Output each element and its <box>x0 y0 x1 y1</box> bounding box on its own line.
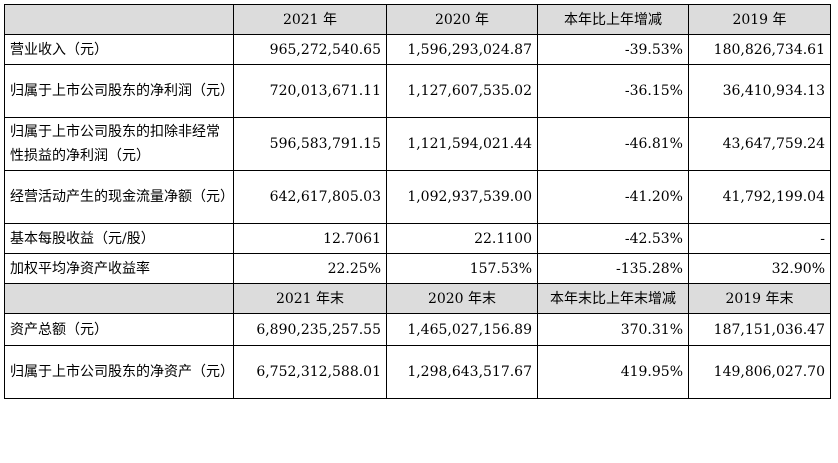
value-cell: 32.90% <box>688 253 831 284</box>
table-row: 经营活动产生的现金流量净额（元） 642,617,805.03 1,092,93… <box>4 170 831 224</box>
table-row: 营业收入（元） 965,272,540.65 1,596,293,024.87 … <box>4 34 831 65</box>
value-cell: 180,826,734.61 <box>688 34 831 65</box>
value-cell: 720,013,671.11 <box>233 64 387 118</box>
header-cell-2019-end: 2019 年末 <box>688 283 831 314</box>
header-cell-change: 本年比上年增减 <box>537 4 689 35</box>
value-cell: 41,792,199.04 <box>688 170 831 224</box>
value-cell: 965,272,540.65 <box>233 34 387 65</box>
value-cell: - <box>688 223 831 254</box>
value-cell: -135.28% <box>537 253 689 284</box>
value-cell: 1,092,937,539.00 <box>386 170 538 224</box>
value-cell: 6,752,312,588.01 <box>233 345 387 399</box>
value-cell: -36.15% <box>537 64 689 118</box>
value-cell: 642,617,805.03 <box>233 170 387 224</box>
table-row: 归属于上市公司股东的扣除非经常性损益的净利润（元） 596,583,791.15… <box>4 117 831 171</box>
header-cell-2019: 2019 年 <box>688 4 831 35</box>
value-cell: 157.53% <box>386 253 538 284</box>
value-cell: 43,647,759.24 <box>688 117 831 171</box>
row-label: 加权平均净资产收益率 <box>4 253 234 284</box>
header-cell-2020-end: 2020 年末 <box>386 283 538 314</box>
row-label: 归属于上市公司股东的净资产（元） <box>4 345 234 399</box>
header-cell-label <box>4 4 234 35</box>
value-cell: 419.95% <box>537 345 689 399</box>
table-row: 基本每股收益（元/股） 12.7061 22.1100 -42.53% - <box>4 223 831 254</box>
value-cell: 36,410,934.13 <box>688 64 831 118</box>
header-cell-change-end: 本年末比上年末增减 <box>537 283 689 314</box>
value-cell: 1,298,643,517.67 <box>386 345 538 399</box>
value-cell: -42.53% <box>537 223 689 254</box>
row-label: 营业收入（元） <box>4 34 234 65</box>
row-label: 基本每股收益（元/股） <box>4 223 234 254</box>
value-cell: 187,151,036.47 <box>688 313 831 346</box>
value-cell: 1,596,293,024.87 <box>386 34 538 65</box>
value-cell: -41.20% <box>537 170 689 224</box>
table-row: 资产总额（元） 6,890,235,257.55 1,465,027,156.8… <box>4 313 831 346</box>
financial-summary-table: 2021 年 2020 年 本年比上年增减 2019 年 营业收入（元） 965… <box>4 4 831 399</box>
value-cell: 1,465,027,156.89 <box>386 313 538 346</box>
value-cell: 596,583,791.15 <box>233 117 387 171</box>
header-cell-label <box>4 283 234 314</box>
table-header-row: 2021 年末 2020 年末 本年末比上年末增减 2019 年末 <box>4 283 831 314</box>
table-row: 加权平均净资产收益率 22.25% 157.53% -135.28% 32.90… <box>4 253 831 284</box>
value-cell: -39.53% <box>537 34 689 65</box>
header-cell-2021: 2021 年 <box>233 4 387 35</box>
value-cell: 370.31% <box>537 313 689 346</box>
header-cell-2020: 2020 年 <box>386 4 538 35</box>
value-cell: 1,121,594,021.44 <box>386 117 538 171</box>
row-label: 资产总额（元） <box>4 313 234 346</box>
table-row: 归属于上市公司股东的净利润（元） 720,013,671.11 1,127,60… <box>4 64 831 118</box>
header-cell-2021-end: 2021 年末 <box>233 283 387 314</box>
value-cell: 22.1100 <box>386 223 538 254</box>
value-cell: 22.25% <box>233 253 387 284</box>
row-label: 归属于上市公司股东的扣除非经常性损益的净利润（元） <box>4 117 234 171</box>
value-cell: 1,127,607,535.02 <box>386 64 538 118</box>
value-cell: -46.81% <box>537 117 689 171</box>
table-header-row: 2021 年 2020 年 本年比上年增减 2019 年 <box>4 4 831 35</box>
value-cell: 6,890,235,257.55 <box>233 313 387 346</box>
value-cell: 12.7061 <box>233 223 387 254</box>
row-label: 归属于上市公司股东的净利润（元） <box>4 64 234 118</box>
table-row: 归属于上市公司股东的净资产（元） 6,752,312,588.01 1,298,… <box>4 345 831 399</box>
row-label: 经营活动产生的现金流量净额（元） <box>4 170 234 224</box>
value-cell: 149,806,027.70 <box>688 345 831 399</box>
